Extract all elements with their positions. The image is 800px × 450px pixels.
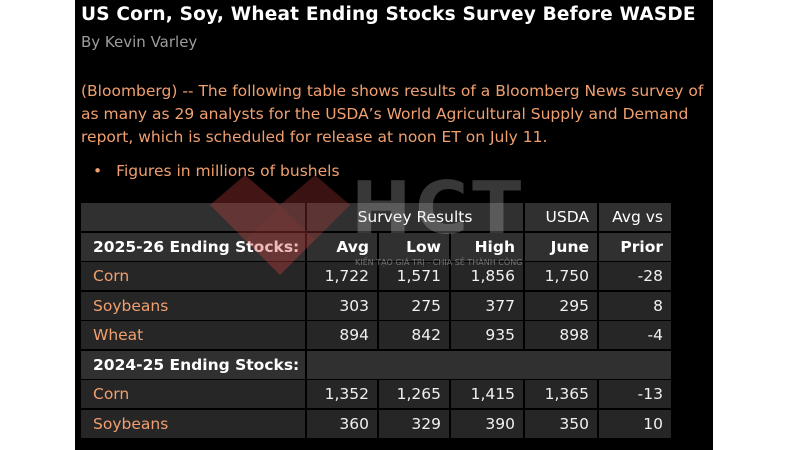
- header-blank-cell: [81, 203, 305, 231]
- header-low: Low: [379, 232, 449, 261]
- cell-avg: 1,352: [307, 380, 377, 408]
- article-title: US Corn, Soy, Wheat Ending Stocks Survey…: [81, 4, 696, 25]
- cell-low: 275: [379, 291, 449, 320]
- cell-diff: -13: [599, 380, 671, 408]
- header-prior: Prior: [599, 232, 671, 261]
- cell-usda: 1,750: [525, 262, 597, 290]
- cell-high: 1,856: [451, 262, 523, 290]
- cell-low: 842: [379, 321, 449, 349]
- cell-diff: 8: [599, 291, 671, 320]
- header-avg: Avg: [307, 232, 377, 261]
- section-2025-26-label: 2025-26 Ending Stocks:: [81, 232, 305, 261]
- cell-usda: 898: [525, 321, 597, 349]
- cell-high: 935: [451, 321, 523, 349]
- bullet-dot-icon: •: [93, 162, 103, 180]
- row-name: Soybeans: [81, 409, 305, 438]
- section-2024-25-label: 2024-25 Ending Stocks:: [81, 350, 305, 379]
- cell-low: 329: [379, 409, 449, 438]
- cell-low: 1,265: [379, 380, 449, 408]
- cell-usda: 295: [525, 291, 597, 320]
- header-usda: USDA: [525, 203, 597, 231]
- row-name: Corn: [81, 262, 305, 290]
- cell-avg: 360: [307, 409, 377, 438]
- cell-usda: 1,365: [525, 380, 597, 408]
- cell-high: 390: [451, 409, 523, 438]
- header-avg-vs: Avg vs: [599, 203, 671, 231]
- cell-avg: 303: [307, 291, 377, 320]
- cell-usda: 350: [525, 409, 597, 438]
- header-high: High: [451, 232, 523, 261]
- cell-diff: -28: [599, 262, 671, 290]
- cell-avg: 894: [307, 321, 377, 349]
- row-name: Soybeans: [81, 291, 305, 320]
- header-june: June: [525, 232, 597, 261]
- article-byline: By Kevin Varley: [81, 33, 198, 51]
- article-intro: (Bloomberg) -- The following table shows…: [81, 82, 704, 146]
- row-name: Wheat: [81, 321, 305, 349]
- cell-avg: 1,722: [307, 262, 377, 290]
- bullet-text: Figures in millions of bushels: [116, 162, 340, 180]
- cell-high: 377: [451, 291, 523, 320]
- cell-diff: -4: [599, 321, 671, 349]
- bloomberg-terminal-panel: US Corn, Soy, Wheat Ending Stocks Survey…: [75, 0, 713, 450]
- header-survey-results: Survey Results: [307, 203, 523, 231]
- cell-high: 1,415: [451, 380, 523, 408]
- section-blank-cell: [307, 350, 671, 379]
- cell-diff: 10: [599, 409, 671, 438]
- cell-low: 1,571: [379, 262, 449, 290]
- row-name: Corn: [81, 380, 305, 408]
- bullet-note: • Figures in millions of bushels: [93, 162, 340, 180]
